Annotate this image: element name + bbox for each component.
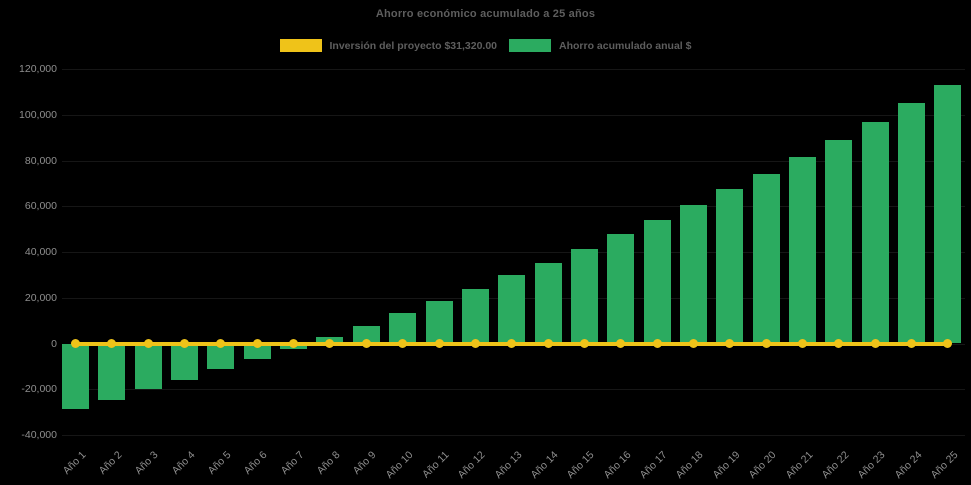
x-axis-tick-label: Año 19: [710, 449, 743, 482]
investment-line-marker: [470, 339, 480, 348]
gridline: [62, 69, 965, 70]
investment-line-marker: [180, 339, 190, 348]
gridline: [62, 160, 965, 162]
bar-año-15: [570, 249, 598, 344]
bar-año-1: [62, 343, 89, 410]
x-axis-tick-label: Año 21: [782, 449, 815, 482]
investment-line-marker: [834, 339, 844, 348]
gridline: [62, 389, 965, 391]
gridline: [62, 252, 965, 253]
x-axis-tick-label: Año 13: [492, 449, 525, 482]
bar-año-11: [425, 300, 453, 344]
bar-año-14: [534, 262, 562, 344]
investment-line-marker: [688, 339, 698, 348]
x-axis-tick-label: Año 4: [169, 449, 198, 477]
x-axis-tick-label: Año 10: [383, 449, 416, 482]
y-axis-tick-label: 100,000: [19, 108, 57, 121]
investment-line-marker: [325, 339, 335, 348]
investment-line-marker: [398, 339, 408, 348]
legend-label-savings: Ahorro acumulado anual $: [559, 39, 692, 52]
bar-año-4: [171, 343, 199, 380]
bar-año-9: [352, 325, 380, 344]
x-axis-tick-label: Año 7: [278, 449, 307, 477]
bar-año-13: [498, 275, 526, 344]
investment-line-marker: [361, 339, 371, 348]
y-axis-tick-label: 80,000: [24, 154, 57, 167]
x-axis-tick-label: Año 22: [819, 449, 852, 482]
investment-line-marker: [434, 339, 444, 348]
legend-label-investment: Inversión del proyecto $31,320.00: [329, 39, 498, 52]
investment-line-marker: [907, 339, 917, 348]
x-axis-tick-label: Año 24: [892, 449, 925, 482]
x-axis-tick-label: Año 8: [314, 449, 343, 477]
bar-año-16: [607, 233, 635, 344]
x-axis-tick-label: Año 9: [350, 449, 379, 477]
bar-año-18: [679, 205, 707, 344]
x-axis-tick-label: Año 11: [420, 449, 452, 481]
y-axis-tick-label: -20,000: [21, 383, 57, 396]
bar-año-25: [934, 85, 962, 344]
bar-año-23: [861, 121, 889, 344]
x-axis-tick-label: Año 12: [455, 449, 488, 482]
y-axis-tick-label: 20,000: [24, 291, 57, 304]
bar-año-17: [643, 220, 671, 344]
y-axis-tick-label: 60,000: [24, 200, 57, 213]
bar-año-22: [825, 140, 853, 344]
x-axis-tick-label: Año 18: [673, 449, 706, 482]
bar-año-21: [789, 157, 816, 344]
investment-line-marker: [252, 339, 262, 348]
legend-item-investment: Inversión del proyecto $31,320.00: [279, 39, 498, 52]
investment-line-marker: [107, 339, 117, 348]
chart-title: Ahorro económico acumulado a 25 años: [375, 8, 596, 20]
investment-line-marker: [289, 339, 299, 348]
bar-año-12: [461, 288, 489, 344]
chart-legend: Inversión del proyecto $31,320.00 Ahorro…: [0, 39, 971, 52]
bar-año-24: [898, 103, 926, 344]
legend-swatch-investment: [279, 39, 322, 52]
investment-line-marker: [143, 339, 153, 348]
x-axis-tick-label: Año 25: [928, 449, 961, 482]
x-axis-tick-label: Año 23: [855, 449, 888, 482]
investment-line-marker: [652, 339, 662, 348]
investment-line-marker: [725, 339, 735, 348]
y-axis-tick-label: 40,000: [24, 246, 57, 258]
y-axis-tick-label: -40,000: [21, 429, 57, 441]
investment-line-marker: [71, 339, 80, 348]
y-axis-tick-label: 120,000: [19, 63, 57, 75]
x-axis-tick-label: Año 5: [205, 449, 234, 477]
bar-año-3: [134, 343, 162, 390]
investment-line-marker: [870, 339, 880, 348]
x-axis-tick-label: Año 17: [637, 449, 670, 482]
x-axis-tick-label: Año 16: [601, 449, 634, 482]
legend-swatch-savings: [509, 39, 552, 52]
investment-line-marker: [543, 339, 553, 348]
x-axis-tick-label: Año 3: [132, 449, 161, 477]
bar-año-20: [752, 173, 780, 344]
investment-line-marker: [761, 339, 771, 348]
bar-año-10: [389, 312, 417, 344]
gridline: [62, 206, 965, 208]
x-axis-tick-label: Año 20: [746, 449, 779, 482]
gridline: [62, 435, 965, 436]
investment-line-marker: [943, 339, 953, 348]
x-axis-tick-label: Año 6: [241, 449, 270, 477]
x-axis-tick-label: Año 14: [528, 449, 561, 482]
x-axis-tick-label: Año 2: [96, 449, 125, 477]
y-axis-tick-label: 0: [51, 337, 57, 350]
legend-item-savings: Ahorro acumulado anual $: [509, 39, 691, 52]
bar-año-6: [243, 343, 271, 360]
gridline: [62, 114, 965, 116]
bar-año-19: [716, 189, 744, 344]
investment-line-marker: [798, 339, 807, 348]
investment-line-marker: [579, 339, 589, 348]
investment-line-marker: [507, 339, 517, 348]
x-axis-tick-label: Año 15: [564, 449, 597, 482]
bar-año-2: [98, 343, 126, 400]
investment-line-marker: [616, 339, 626, 348]
x-axis-tick-label: Año 1: [60, 449, 88, 477]
investment-line-marker: [216, 339, 226, 348]
